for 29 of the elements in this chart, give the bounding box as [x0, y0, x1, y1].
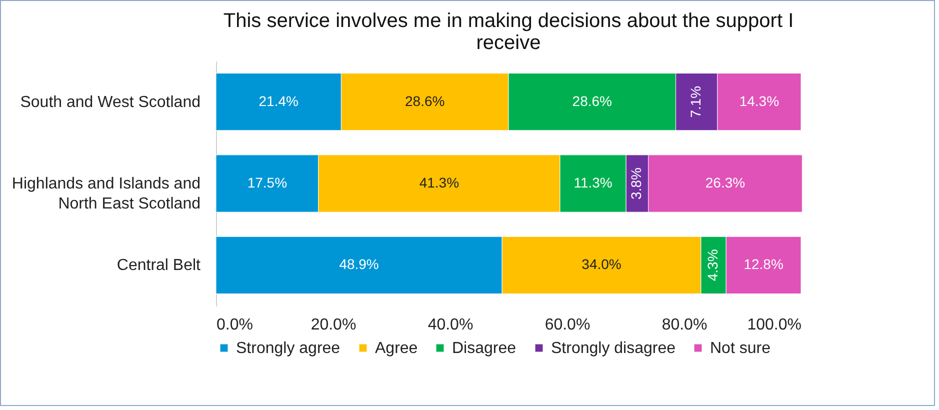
- y-tick-label: Highlands and Islands and North East Scotland: [12, 176, 200, 212]
- data-label: 48.9%: [339, 256, 379, 272]
- data-label: 11.3%: [574, 174, 612, 190]
- data-label: 28.6%: [404, 92, 445, 109]
- data-label: 17.5%: [247, 174, 288, 190]
- y-tick-label: Central Belt: [116, 257, 202, 274]
- data-label: 28.6%: [572, 92, 612, 109]
- data-label: 7.1%: [688, 86, 704, 118]
- y-tick-label: South and West Scotland: [20, 94, 200, 111]
- data-label: 4.3%: [704, 249, 721, 282]
- data-label: 34.0%: [582, 256, 622, 272]
- legend-label: Strongly disagree: [551, 340, 676, 357]
- data-label: 14.3%: [739, 92, 780, 109]
- data-label: 26.3%: [705, 174, 746, 190]
- data-label: 12.8%: [744, 256, 784, 272]
- x-tick-label: 60.0%: [544, 316, 590, 334]
- data-label: 3.8%: [628, 168, 644, 200]
- legend-label: Not sure: [710, 340, 771, 357]
- legend-label: Disagree: [452, 340, 516, 357]
- chart-title: This service involves me in making decisions about the support I receive: [223, 10, 794, 54]
- legend-label: Agree: [375, 340, 418, 357]
- x-tick-label: 20.0%: [310, 316, 356, 334]
- x-tick-label: 0.0%: [216, 316, 253, 334]
- x-tick-label: 40.0%: [428, 316, 474, 334]
- x-tick-label: 100.0%: [747, 316, 802, 334]
- data-label: 21.4%: [258, 92, 298, 109]
- x-tick-label: 80.0%: [662, 316, 708, 334]
- data-label: 41.3%: [419, 174, 460, 190]
- legend-label: Strongly agree: [236, 340, 340, 357]
